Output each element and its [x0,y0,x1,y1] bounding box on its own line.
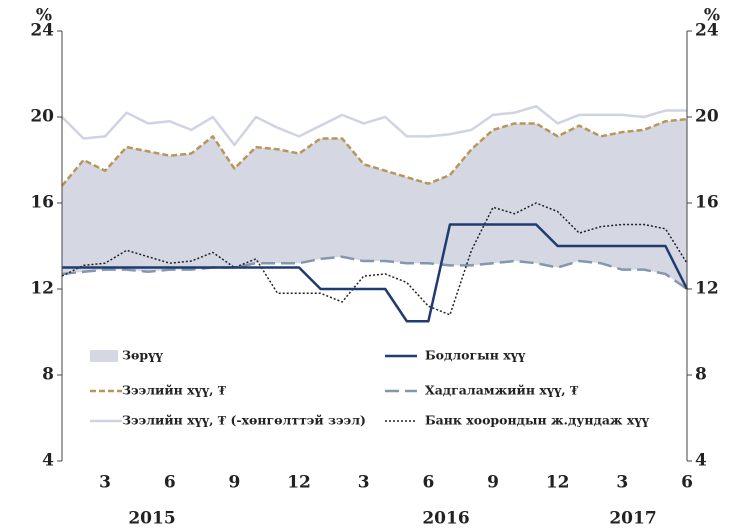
y2-tick-label: 12 [695,279,719,299]
series-line [61,255,688,291]
y2-tick-label: 20 [695,107,719,127]
y2-tick-label: 24 [695,21,719,41]
x-tick-label: 6 [422,473,434,493]
legend-label: Зөрүү [122,348,163,363]
legend-label: Бодлогын хүү [425,348,526,363]
x-tick-label: 9 [487,473,499,493]
x-tick-label: 6 [681,473,693,493]
y-tick-label: 24 [30,21,54,41]
x-tick-label: 12 [546,473,570,493]
y-tick-label: 12 [30,279,54,299]
x-tick-label: 3 [358,473,370,493]
y-tick-label: 8 [42,365,54,385]
spread-area [62,119,687,290]
x-tick-label: 9 [228,473,240,493]
year-label: 2015 [128,509,175,529]
y-tick-label: 20 [30,107,54,127]
y2-tick-label: 8 [695,365,707,385]
series-line [61,117,688,187]
series-line [61,202,688,316]
series-line [61,105,687,147]
legend-swatch [90,350,118,362]
y2-tick-label: 16 [695,193,719,213]
x-tick-label: 3 [99,473,111,493]
legend-label: Хадгаламжийн хүү, ₮ [425,383,579,398]
x-tick-label: 3 [616,473,628,493]
y2-tick-label: 4 [695,451,707,471]
x-tick-label: 6 [164,473,176,493]
x-tick-label: 12 [287,473,311,493]
y-unit: % [36,6,52,26]
legend-label: Зээлийн хүү, ₮ (-хөнгөлттэй зээл) [122,413,366,428]
year-label: 2016 [422,509,469,529]
legend-label: Зээлийн хүү, ₮ [122,383,227,398]
y2-unit: % [704,6,720,26]
legend-label: Банк хоорондын ж.дундаж хүү [425,413,650,428]
y-tick-label: 4 [42,451,54,471]
series-line [62,223,689,323]
year-label: 2017 [609,509,656,529]
y-tick-label: 16 [30,193,54,213]
